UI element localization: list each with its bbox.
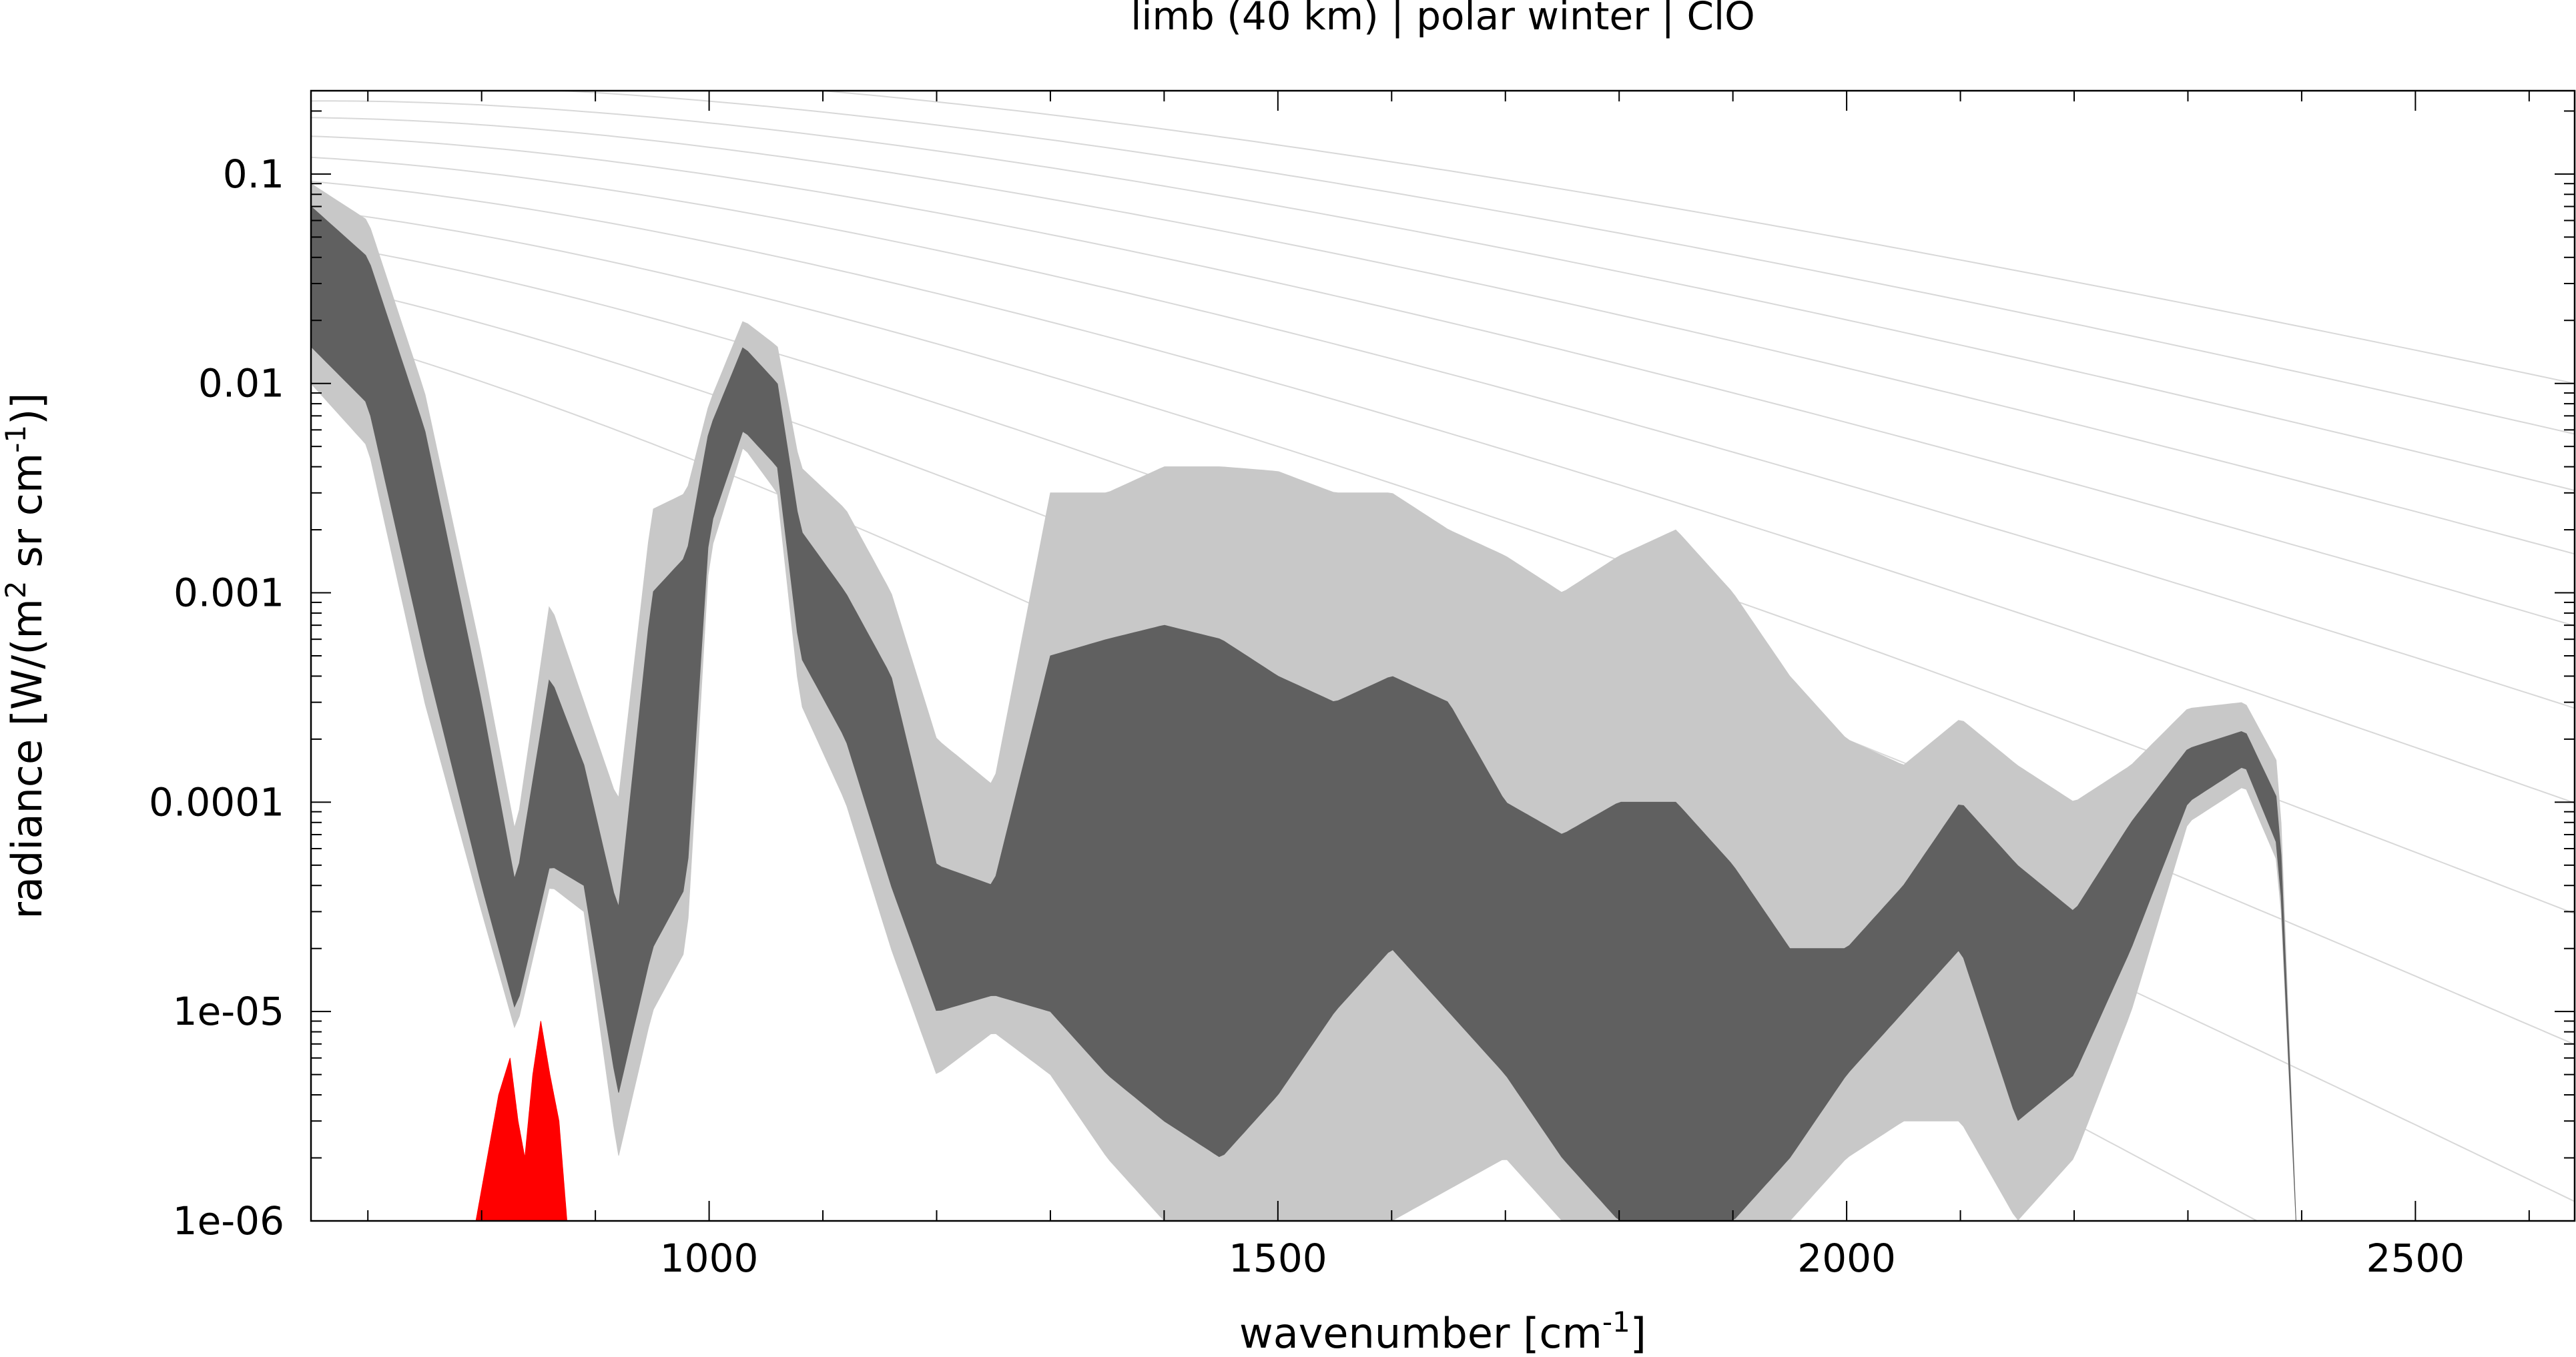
y-axis-label-part3: )]	[3, 393, 51, 425]
y-axis-label-part1: radiance [W/(m	[3, 598, 51, 919]
y-tick-label-0.1: 0.1	[223, 151, 284, 197]
x-tick-label-1000: 1000	[660, 1236, 759, 1281]
x-tick-label-2000: 2000	[1797, 1236, 1896, 1281]
reference-curve-360K	[548, 91, 2575, 435]
y-tick-label-1e-05: 1e-05	[173, 989, 284, 1034]
reference-curve-380K	[816, 91, 2575, 384]
series-layer	[311, 183, 2296, 1221]
y-axis-label-sup2: -1	[0, 425, 32, 453]
y-tick-label-0.01: 0.01	[198, 361, 284, 406]
chart-title: limb (40 km) | polar winter | ClO	[1131, 0, 1754, 39]
y-axis-label-part2: sr cm	[3, 453, 51, 581]
y-axis-label: radiance [W/(m2 sr cm-1)]	[0, 393, 51, 919]
reference-curve-300K	[311, 135, 2575, 627]
y-axis: 0.1 0.01 0.001 0.0001 1e-05 1e-06	[149, 110, 2575, 1244]
y-axis-label-sup1: 2	[0, 580, 32, 598]
reference-curve-340K	[311, 100, 2575, 492]
x-axis-label-sup: -1	[1602, 1306, 1630, 1338]
x-axis-label-main: wavenumber [cm	[1239, 1309, 1602, 1357]
x-tick-label-1500: 1500	[1229, 1236, 1327, 1281]
reference-curve-280K	[311, 156, 2575, 709]
reference-curve-260K	[311, 181, 2575, 804]
series-total-radiance-core	[311, 205, 2296, 1221]
series-ClO-contribution	[475, 1021, 568, 1221]
x-axis: 1000 1500 2000 2500	[367, 91, 2530, 1281]
x-axis-label-end: ]	[1630, 1309, 1646, 1357]
y-tick-label-0.001: 0.001	[174, 570, 284, 616]
reference-curve-320K	[311, 117, 2575, 555]
x-tick-label-2500: 2500	[2366, 1236, 2465, 1281]
y-tick-label-1e-06: 1e-06	[173, 1198, 284, 1244]
y-tick-label-0.0001: 0.0001	[149, 779, 284, 825]
x-axis-label: wavenumber [cm-1]	[1239, 1306, 1646, 1357]
